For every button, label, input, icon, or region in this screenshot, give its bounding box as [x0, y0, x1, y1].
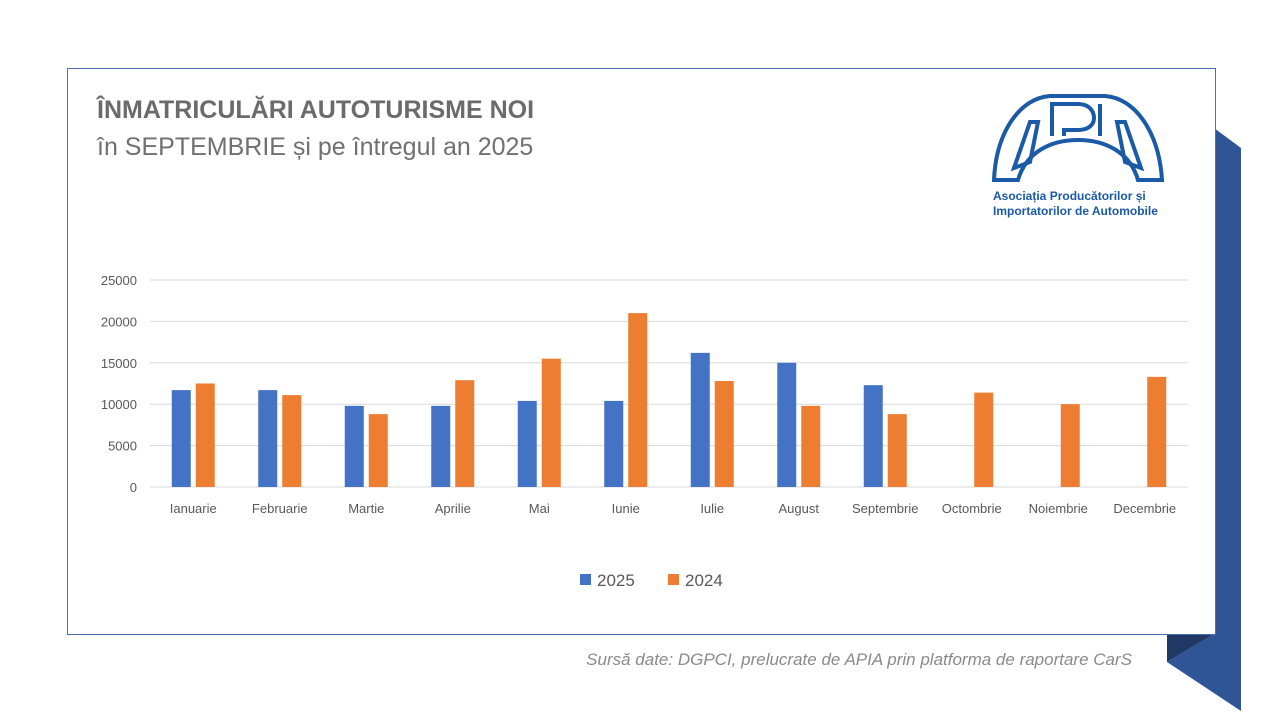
y-tick-label: 25000 — [101, 273, 137, 288]
bar-2024-iulie — [714, 381, 734, 487]
bar-2024-noiembrie — [1060, 404, 1080, 487]
x-tick-label: Aprilie — [435, 501, 471, 516]
legend-swatch-2024 — [668, 574, 679, 585]
bar-2024-august — [801, 405, 821, 487]
legend-label-2024: 2024 — [685, 571, 723, 590]
bar-2025-martie — [344, 405, 364, 487]
y-tick-label: 15000 — [101, 356, 137, 371]
bar-2025-mai — [517, 400, 537, 487]
source-note: Sursă date: DGPCI, prelucrate de APIA pr… — [586, 650, 1132, 669]
x-tick-label: Decembrie — [1113, 501, 1176, 516]
legend-label-2025: 2025 — [597, 571, 635, 590]
bar-2025-aprilie — [431, 405, 451, 487]
apia-logo-mark — [991, 94, 1165, 182]
y-tick-label: 20000 — [101, 314, 137, 329]
chart-title: ÎNMATRICULĂRI AUTOTURISME NOI — [97, 96, 535, 124]
x-tick-label: Martie — [348, 501, 384, 516]
bar-2025-iunie — [604, 400, 624, 487]
x-tick-label: Mai — [529, 501, 550, 516]
bar-2025-ianuarie — [171, 390, 191, 487]
x-tick-label: August — [779, 501, 820, 516]
bar-2025-august — [777, 362, 797, 487]
chart-subtitle: în SEPTEMBRIE și pe întregul an 2025 — [97, 133, 534, 161]
x-tick-label: Februarie — [252, 501, 308, 516]
logo-line-1: Asociația Producătorilor și — [993, 189, 1146, 203]
bar-2024-octombrie — [974, 392, 994, 487]
bar-2024-decembrie — [1147, 376, 1167, 487]
bar-2024-iunie — [628, 313, 648, 487]
bar-2025-februarie — [258, 390, 278, 487]
x-tick-label: Noiembrie — [1029, 501, 1088, 516]
bar-2024-mai — [541, 358, 561, 487]
bar-2024-aprilie — [455, 380, 475, 487]
legend-swatch-2025 — [580, 574, 591, 585]
y-tick-label: 10000 — [101, 397, 137, 412]
x-tick-label: Ianuarie — [170, 501, 217, 516]
y-tick-label: 0 — [130, 480, 137, 495]
bar-2025-septembrie — [863, 385, 883, 487]
bar-2024-ianuarie — [195, 383, 215, 487]
bar-2024-februarie — [282, 395, 302, 487]
bar-2025-iulie — [690, 352, 710, 487]
y-tick-label: 5000 — [108, 439, 137, 454]
x-tick-label: Septembrie — [852, 501, 918, 516]
apia-logo: Asociația Producătorilor și Importatoril… — [990, 92, 1170, 219]
logo-line-2: Importatorilor de Automobile — [993, 204, 1158, 218]
bar-2024-septembrie — [887, 414, 907, 487]
x-tick-label: Octombrie — [942, 501, 1002, 516]
x-tick-label: Iunie — [612, 501, 640, 516]
bar-2024-martie — [368, 414, 388, 487]
x-tick-label: Iulie — [700, 501, 724, 516]
